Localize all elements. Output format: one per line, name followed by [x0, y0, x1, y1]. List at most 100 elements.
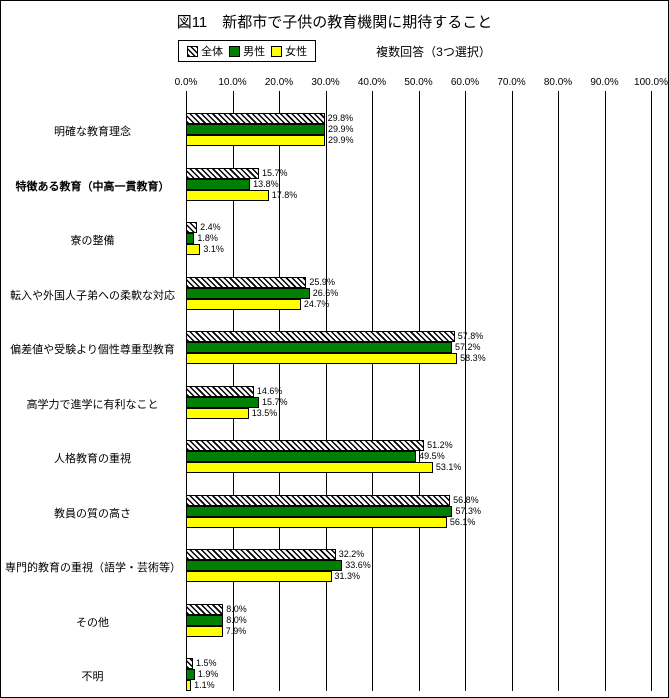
bar-value-label: 2.4%	[200, 222, 221, 232]
plot-area: 0.0%10.0%20.0%30.0%40.0%50.0%60.0%70.0%8…	[186, 91, 651, 691]
axis-tick-label: 0.0%	[175, 77, 198, 88]
legend-label: 女性	[285, 43, 307, 59]
legend-item: 男性	[229, 43, 265, 59]
bar-value-label: 8.0%	[226, 604, 247, 614]
bar-value-label: 58.3%	[460, 353, 486, 363]
bar	[186, 440, 424, 451]
category-row: 教員の質の高さ56.8%57.3%56.1%	[186, 495, 651, 531]
bar-value-label: 7.9%	[226, 626, 247, 636]
axis-tick-label: 70.0%	[497, 77, 525, 88]
category-row: 不明1.5%1.9%1.1%	[186, 658, 651, 694]
category-label: 専門的教育の重視（語学・芸術等）	[5, 559, 186, 575]
legend-item: 女性	[271, 43, 307, 59]
bar	[186, 299, 301, 310]
legend-item: 全体	[187, 43, 223, 59]
bar-value-label: 1.1%	[194, 680, 215, 690]
bar	[186, 288, 310, 299]
bar	[186, 517, 447, 528]
category-row: 専門的教育の重視（語学・芸術等）32.2%33.6%31.3%	[186, 549, 651, 585]
category-row: 転入や外国人子弟への柔軟な対応25.9%26.6%24.7%	[186, 277, 651, 313]
bar-value-label: 13.8%	[253, 179, 279, 189]
bar	[186, 451, 416, 462]
category-label: 明確な教育理念	[5, 123, 186, 139]
category-label: 寮の整備	[5, 232, 186, 248]
bar-value-label: 56.8%	[453, 495, 479, 505]
bar-value-label: 26.6%	[313, 288, 339, 298]
bar-value-label: 1.9%	[198, 669, 219, 679]
bar-value-label: 15.7%	[262, 168, 288, 178]
category-row: 人格教育の重視51.2%49.5%53.1%	[186, 440, 651, 476]
bar-value-label: 29.8%	[328, 113, 354, 123]
bar-value-label: 13.5%	[252, 408, 278, 418]
bar	[186, 680, 191, 691]
bar-value-label: 32.2%	[339, 549, 365, 559]
legend-label: 全体	[201, 43, 223, 59]
chart-title: 図11 新都市で子供の教育機関に期待すること	[1, 1, 668, 32]
bar-value-label: 29.9%	[328, 124, 354, 134]
bar-value-label: 29.9%	[328, 135, 354, 145]
bar	[186, 124, 325, 135]
category-label: その他	[5, 614, 186, 630]
bar	[186, 669, 195, 680]
legend-label: 男性	[243, 43, 265, 59]
bar	[186, 615, 223, 626]
category-label: 不明	[5, 668, 186, 684]
axis-tick-label: 90.0%	[590, 77, 618, 88]
bar-value-label: 56.1%	[450, 517, 476, 527]
category-row: その他8.0%8.0%7.9%	[186, 604, 651, 640]
bar	[186, 331, 455, 342]
axis-tick-label: 50.0%	[404, 77, 432, 88]
gridline	[651, 91, 652, 691]
bar	[186, 560, 342, 571]
axis-tick-label: 60.0%	[451, 77, 479, 88]
category-label: 人格教育の重視	[5, 450, 186, 466]
bar-value-label: 31.3%	[335, 571, 361, 581]
legend-swatch	[187, 46, 198, 57]
bar	[186, 626, 223, 637]
bar-value-label: 57.8%	[458, 331, 484, 341]
bar	[186, 179, 250, 190]
bar-value-label: 14.6%	[257, 386, 283, 396]
bar	[186, 135, 325, 146]
legend-box: 全体 男性 女性	[178, 40, 316, 62]
bar	[186, 658, 193, 669]
bar	[186, 244, 200, 255]
bar	[186, 168, 259, 179]
bar	[186, 353, 457, 364]
bar	[186, 571, 332, 582]
bar-value-label: 3.1%	[203, 244, 224, 254]
note: 複数回答（3つ選択）	[376, 43, 491, 60]
bar-value-label: 17.8%	[272, 190, 298, 200]
bar-value-label: 25.9%	[309, 277, 335, 287]
bar-value-label: 15.7%	[262, 397, 288, 407]
bar	[186, 549, 336, 560]
chart-container: 図11 新都市で子供の教育機関に期待すること 全体 男性 女性 複数回答（3つ選択）…	[0, 0, 669, 698]
bar	[186, 190, 269, 201]
category-label: 特徴ある教育（中高一貫教育）	[5, 178, 186, 194]
category-label: 偏差値や受験より個性尊重型教育	[5, 341, 186, 357]
bar-value-label: 53.1%	[436, 462, 462, 472]
axis-tick-label: 100.0%	[634, 77, 668, 88]
bar	[186, 342, 452, 353]
category-row: 偏差値や受験より個性尊重型教育57.8%57.2%58.3%	[186, 331, 651, 367]
axis-tick-label: 40.0%	[358, 77, 386, 88]
category-row: 特徴ある教育（中高一貫教育）15.7%13.8%17.8%	[186, 168, 651, 204]
bar-value-label: 57.3%	[455, 506, 481, 516]
bar	[186, 233, 194, 244]
category-row: 寮の整備2.4%1.8%3.1%	[186, 222, 651, 258]
bar	[186, 604, 223, 615]
bar-value-label: 33.6%	[345, 560, 371, 570]
bar-value-label: 51.2%	[427, 440, 453, 450]
bar	[186, 408, 249, 419]
bar	[186, 495, 450, 506]
bar	[186, 386, 254, 397]
bar-value-label: 24.7%	[304, 299, 330, 309]
bar-value-label: 1.5%	[196, 658, 217, 668]
axis-tick-label: 10.0%	[218, 77, 246, 88]
bar-value-label: 49.5%	[419, 451, 445, 461]
axis-tick-label: 30.0%	[311, 77, 339, 88]
bar	[186, 506, 452, 517]
category-row: 明確な教育理念29.8%29.9%29.9%	[186, 113, 651, 149]
category-label: 教員の質の高さ	[5, 505, 186, 521]
bar-value-label: 8.0%	[226, 615, 247, 625]
